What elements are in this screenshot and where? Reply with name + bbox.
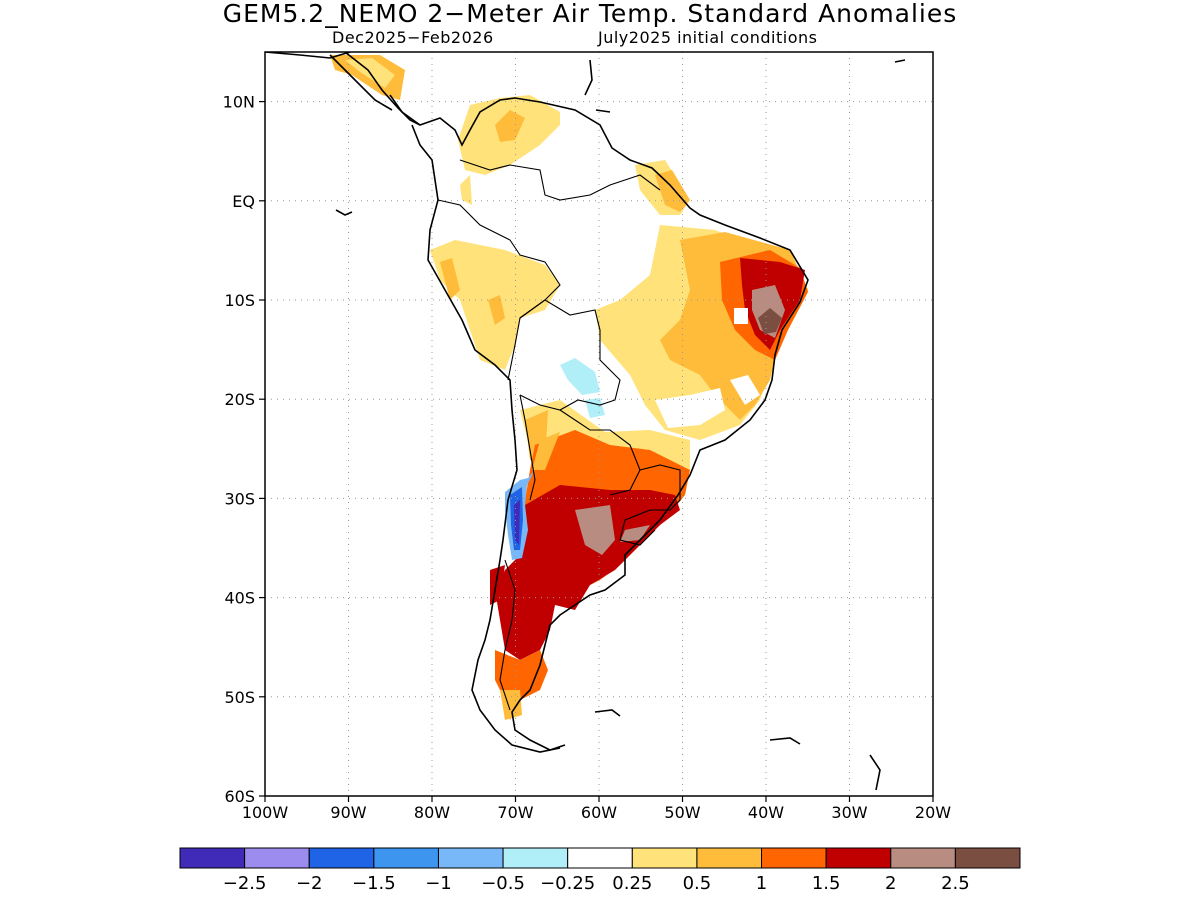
- colorbar-label: 0.25: [612, 873, 652, 894]
- lat-tick-label: 40S: [224, 589, 255, 608]
- colorbar-swatch: [696, 847, 763, 869]
- coastline-caribbean: [329, 54, 421, 126]
- colorbar-label: −1: [425, 873, 452, 894]
- lat-tick-label: 50S: [224, 688, 255, 707]
- map-subtitle-period: Dec2025−Feb2026: [332, 28, 494, 47]
- lon-tick-label: 70W: [497, 803, 533, 822]
- anomaly-region-bolivia-cool: [560, 358, 600, 395]
- colorbar-swatch: [373, 847, 439, 869]
- anomaly-region-central-america: [330, 55, 405, 100]
- latitude-axis: 10N EQ 10S 20S 30S 40S 50S 60S: [223, 93, 265, 806]
- lat-tick-label: 10S: [224, 291, 255, 310]
- colorbar-swatch: [437, 847, 504, 869]
- colorbar-label: 2: [885, 873, 896, 894]
- lon-tick-label: 50W: [664, 803, 700, 822]
- colorbar-label: −0.5: [481, 873, 525, 894]
- lon-tick-label: 90W: [330, 803, 366, 822]
- anomaly-shading: [330, 55, 808, 720]
- country-borders: [437, 159, 681, 711]
- colorbar-label: −1.5: [352, 873, 396, 894]
- map-gridlines: [265, 52, 933, 796]
- colorbar-swatch: [890, 847, 956, 869]
- colorbar: −2.5 −2 −1.5 −1 −0.5 −0.25 0.25 0.5 1 1.5 2 2.5: [179, 847, 1021, 894]
- map-subtitle-initial-conditions: July2025 initial conditions: [598, 28, 818, 47]
- colorbar-swatch: [502, 847, 569, 869]
- map-title: GEM5.2_NEMO 2−Meter Air Temp. Standard A…: [222, 0, 958, 28]
- lon-tick-label: 60W: [581, 803, 617, 822]
- lat-tick-label: 60S: [224, 787, 255, 806]
- colorbar-label: 0.5: [683, 873, 712, 894]
- colorbar-label: 1.5: [812, 873, 841, 894]
- colorbar-swatch: [244, 847, 310, 869]
- colorbar-swatch: [825, 847, 892, 869]
- lat-tick-label: 10N: [223, 93, 255, 112]
- coastline-central-america: [265, 52, 809, 751]
- colorbar-swatch: [308, 847, 375, 869]
- longitude-axis: 100W 90W 80W 70W 60W 50W 40W 30W 20W: [242, 796, 951, 822]
- lon-tick-label: 80W: [414, 803, 450, 822]
- lat-tick-label: 30S: [224, 489, 255, 508]
- colorbar-label: 1: [756, 873, 767, 894]
- colorbar-label: −2.5: [223, 873, 267, 894]
- colorbar-swatch: [761, 847, 827, 869]
- lat-tick-label: EQ: [232, 192, 255, 211]
- colorbar-label: −2: [296, 873, 323, 894]
- coastline-west: [411, 124, 561, 753]
- colorbar-label: −0.25: [540, 873, 595, 894]
- lon-tick-label: 30W: [831, 803, 867, 822]
- lat-tick-label: 20S: [224, 390, 255, 409]
- lon-tick-label: 20W: [915, 803, 951, 822]
- lon-tick-label: 40W: [748, 803, 784, 822]
- colorbar-swatch: [179, 847, 246, 869]
- colorbar-swatch: [954, 847, 1021, 869]
- lon-tick-label: 100W: [242, 803, 289, 822]
- colorbar-swatch: [567, 847, 633, 869]
- colorbar-swatch: [631, 847, 698, 869]
- coastline: [265, 52, 906, 791]
- colorbar-label: 2.5: [941, 873, 970, 894]
